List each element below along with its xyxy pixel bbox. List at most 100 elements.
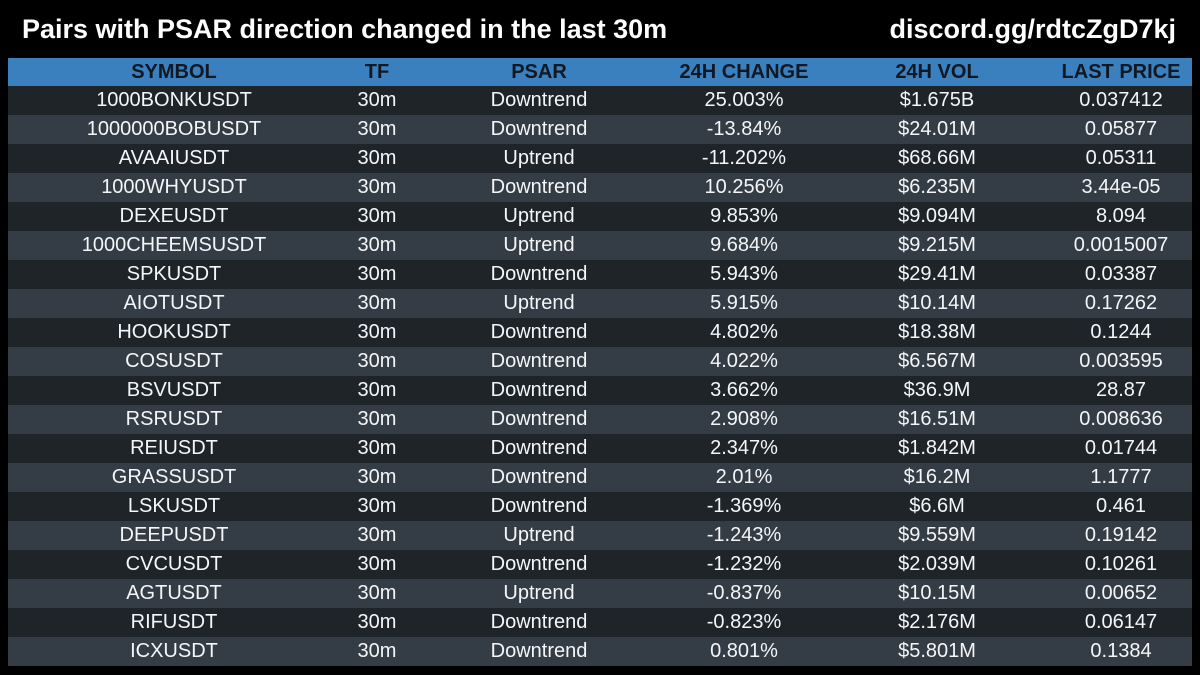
- cell-psar: Downtrend: [490, 89, 588, 111]
- table-row[interactable]: COSUSDT 30m Downtrend 4.022% $6.567M 0.003595: [8, 347, 1192, 376]
- table-row[interactable]: BSVUSDT 30m Downtrend 3.662% $36.9M 28.87: [8, 376, 1192, 405]
- cell-24h-change: 5.943%: [710, 263, 778, 285]
- table-row[interactable]: LSKUSDT 30m Downtrend -1.369% $6.6M 0.461: [8, 492, 1192, 521]
- cell-psar: Downtrend: [490, 118, 588, 140]
- cell-24h-change: -13.84%: [706, 118, 782, 140]
- cell-symbol: AGTUSDT: [126, 582, 222, 604]
- cell-24h-change: 4.802%: [710, 321, 778, 343]
- cell-psar: Downtrend: [490, 176, 588, 198]
- cell-symbol: ICXUSDT: [130, 640, 218, 662]
- cell-24h-vol: $10.15M: [898, 582, 976, 604]
- table-row[interactable]: 1000CHEEMSUSDT 30m Uptrend 9.684% $9.215M 0.0…: [8, 231, 1192, 260]
- cell-24h-change: -1.243%: [706, 524, 782, 546]
- table-row[interactable]: CVCUSDT 30m Downtrend -1.232% $2.039M 0.10261: [8, 550, 1192, 579]
- cell-tf: 30m: [357, 321, 397, 343]
- cell-symbol: DEXEUSDT: [119, 205, 229, 227]
- column-header-24h-vol[interactable]: 24H VOL: [895, 60, 979, 83]
- table-row[interactable]: RIFUSDT 30m Downtrend -0.823% $2.176M 0.06147: [8, 608, 1192, 637]
- cell-last-price: 0.10261: [1084, 553, 1158, 575]
- cell-psar: Downtrend: [490, 350, 588, 372]
- table-row[interactable]: SPKUSDT 30m Downtrend 5.943% $29.41M 0.03387: [8, 260, 1192, 289]
- cell-24h-change: 0.801%: [710, 640, 778, 662]
- cell-24h-change: -0.837%: [706, 582, 782, 604]
- cell-24h-change: 2.908%: [710, 408, 778, 430]
- discord-link[interactable]: discord.gg/rdtcZgD7kj: [889, 14, 1176, 44]
- cell-24h-change: 3.662%: [710, 379, 778, 401]
- cell-symbol: HOOKUSDT: [117, 321, 231, 343]
- cell-tf: 30m: [357, 495, 397, 517]
- table-row[interactable]: AIOTUSDT 30m Uptrend 5.915% $10.14M 0.17262: [8, 289, 1192, 318]
- cell-24h-vol: $1.842M: [898, 437, 976, 459]
- cell-last-price: 0.00652: [1084, 582, 1158, 604]
- cell-24h-change: -1.232%: [706, 553, 782, 575]
- cell-tf: 30m: [357, 263, 397, 285]
- cell-tf: 30m: [357, 176, 397, 198]
- cell-symbol: DEEPUSDT: [119, 524, 229, 546]
- cell-tf: 30m: [357, 379, 397, 401]
- table-row[interactable]: ICXUSDT 30m Downtrend 0.801% $5.801M 0.1384: [8, 637, 1192, 666]
- table-row[interactable]: DEXEUSDT 30m Uptrend 9.853% $9.094M 8.094: [8, 202, 1192, 231]
- cell-24h-change: 2.347%: [710, 437, 778, 459]
- table-body: 1000BONKUSDT 30m Downtrend 25.003% $1.675B 0.…: [8, 86, 1192, 666]
- cell-tf: 30m: [357, 89, 397, 111]
- cell-tf: 30m: [357, 147, 397, 169]
- cell-symbol: SPKUSDT: [126, 263, 222, 285]
- cell-symbol: 1000BONKUSDT: [96, 89, 252, 111]
- column-header-tf[interactable]: TF: [364, 60, 390, 83]
- table-row[interactable]: 1000WHYUSDT 30m Downtrend 10.256% $6.235M 3.4…: [8, 173, 1192, 202]
- cell-psar: Downtrend: [490, 437, 588, 459]
- table-row[interactable]: DEEPUSDT 30m Uptrend -1.243% $9.559M 0.19142: [8, 521, 1192, 550]
- table-row[interactable]: 1000000BOBUSDT 30m Downtrend -13.84% $24.01M…: [8, 115, 1192, 144]
- column-header-last-price[interactable]: LAST PRICE: [1061, 60, 1181, 83]
- table-row[interactable]: AGTUSDT 30m Uptrend -0.837% $10.15M 0.00652: [8, 579, 1192, 608]
- cell-symbol: RSRUSDT: [125, 408, 223, 430]
- cell-24h-vol: $6.567M: [898, 350, 976, 372]
- cell-24h-vol: $18.38M: [898, 321, 976, 343]
- cell-last-price: 28.87: [1095, 379, 1147, 401]
- cell-psar: Uptrend: [503, 147, 575, 169]
- column-header-symbol[interactable]: SYMBOL: [131, 60, 217, 83]
- table-row[interactable]: RSRUSDT 30m Downtrend 2.908% $16.51M 0.008636: [8, 405, 1192, 434]
- cell-last-price: 0.037412: [1079, 89, 1163, 111]
- cell-last-price: 0.17262: [1084, 292, 1158, 314]
- cell-psar: Uptrend: [503, 582, 575, 604]
- cell-tf: 30m: [357, 292, 397, 314]
- cell-24h-vol: $29.41M: [898, 263, 976, 285]
- cell-24h-vol: $10.14M: [898, 292, 976, 314]
- cell-24h-vol: $2.176M: [898, 611, 976, 633]
- cell-last-price: 0.06147: [1084, 611, 1158, 633]
- cell-symbol: BSVUSDT: [126, 379, 222, 401]
- column-header-24h-change[interactable]: 24H CHANGE: [679, 60, 809, 83]
- cell-symbol: RIFUSDT: [130, 611, 218, 633]
- cell-24h-change: 10.256%: [704, 176, 784, 198]
- table-row[interactable]: REIUSDT 30m Downtrend 2.347% $1.842M 0.01744: [8, 434, 1192, 463]
- cell-tf: 30m: [357, 205, 397, 227]
- cell-24h-change: 9.853%: [710, 205, 778, 227]
- psar-table: SYMBOL TF PSAR 24H CHANGE 24H VOL LAST P…: [8, 58, 1192, 666]
- cell-last-price: 3.44e-05: [1081, 176, 1161, 198]
- table-row[interactable]: HOOKUSDT 30m Downtrend 4.802% $18.38M 0.1244: [8, 318, 1192, 347]
- cell-tf: 30m: [357, 437, 397, 459]
- cell-psar: Downtrend: [490, 640, 588, 662]
- cell-24h-vol: $5.801M: [898, 640, 976, 662]
- cell-tf: 30m: [357, 118, 397, 140]
- cell-symbol: GRASSUSDT: [111, 466, 237, 488]
- cell-24h-vol: $68.66M: [898, 147, 976, 169]
- table-row[interactable]: AVAAIUSDT 30m Uptrend -11.202% $68.66M 0.0531…: [8, 144, 1192, 173]
- cell-tf: 30m: [357, 350, 397, 372]
- table-row[interactable]: GRASSUSDT 30m Downtrend 2.01% $16.2M 1.1777: [8, 463, 1192, 492]
- cell-psar: Downtrend: [490, 495, 588, 517]
- column-header-psar[interactable]: PSAR: [511, 60, 567, 83]
- cell-psar: Downtrend: [490, 466, 588, 488]
- cell-24h-change: 9.684%: [710, 234, 778, 256]
- cell-tf: 30m: [357, 234, 397, 256]
- table-row[interactable]: 1000BONKUSDT 30m Downtrend 25.003% $1.675B 0.…: [8, 86, 1192, 115]
- cell-24h-vol: $9.215M: [898, 234, 976, 256]
- cell-symbol: CVCUSDT: [125, 553, 223, 575]
- cell-psar: Downtrend: [490, 553, 588, 575]
- cell-symbol: COSUSDT: [125, 350, 223, 372]
- cell-24h-vol: $16.51M: [898, 408, 976, 430]
- cell-last-price: 8.094: [1095, 205, 1147, 227]
- cell-24h-change: -1.369%: [706, 495, 782, 517]
- cell-24h-vol: $36.9M: [903, 379, 971, 401]
